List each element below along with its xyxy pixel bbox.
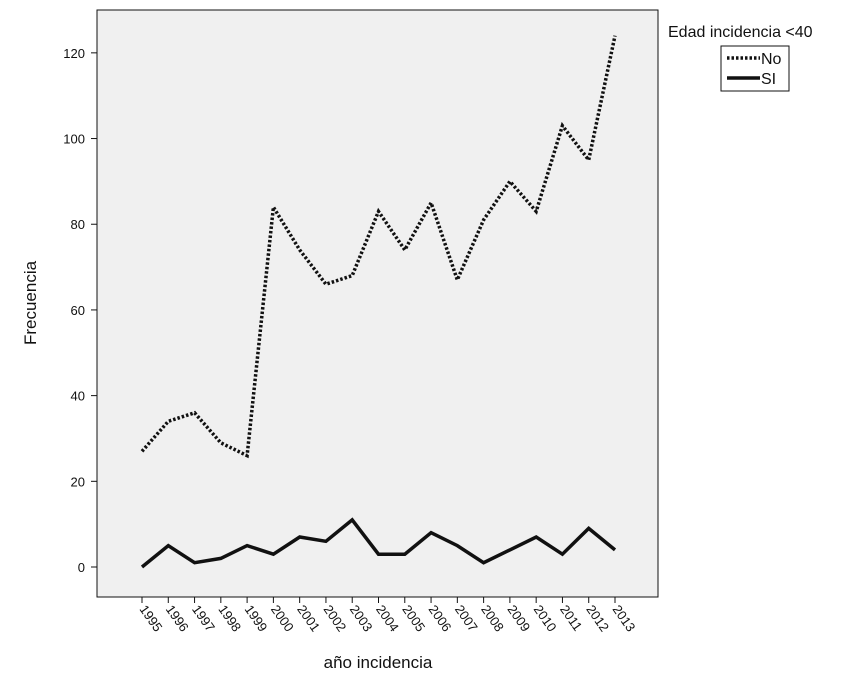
x-axis: 1995199619971998199920002001200220032004… [137, 597, 639, 634]
y-tick-label: 0 [78, 560, 85, 575]
legend-label-si: SI [761, 71, 776, 88]
legend-title: Edad incidencia <40 [668, 24, 813, 41]
series-lines [140, 35, 617, 569]
legend-box [720, 45, 790, 92]
x-tick-label: 2003 [347, 602, 376, 634]
x-tick-label: 1997 [189, 602, 218, 634]
y-tick-label: 60 [71, 303, 85, 318]
y-tick-label: 80 [71, 217, 85, 232]
x-tick-label: 2008 [478, 602, 507, 634]
legend-label-no: No [761, 51, 782, 68]
legend-items: No SI [727, 51, 782, 88]
legend: Edad incidencia <40 No SI [668, 24, 813, 92]
x-tick-label: 2010 [531, 602, 560, 634]
y-tick-label: 40 [71, 389, 85, 404]
x-tick-label: 2011 [557, 602, 585, 634]
x-tick-label: 1999 [242, 602, 271, 634]
y-axis-title: Frecuencia [21, 260, 40, 345]
x-tick-label: 2004 [373, 602, 402, 634]
x-tick-label: 2013 [610, 602, 639, 634]
y-axis: 0 20 40 60 80 100 120 [63, 46, 97, 575]
plot-area [96, 9, 659, 598]
x-tick-label: 2000 [268, 602, 297, 634]
x-tick-label: 2005 [399, 602, 428, 634]
x-axis-title: año incidencia [324, 653, 433, 672]
series-line-si [140, 517, 617, 569]
series-line-no [140, 35, 617, 459]
y-tick-label: 120 [63, 46, 85, 61]
y-tick-label: 100 [63, 132, 85, 147]
y-tick-label: 20 [71, 474, 85, 489]
x-tick-label: 2007 [452, 602, 481, 634]
x-tick-label: 2002 [320, 602, 349, 634]
x-tick-label: 2001 [294, 602, 323, 634]
x-tick-label: 1995 [137, 602, 166, 634]
x-tick-label: 1996 [163, 602, 192, 634]
x-tick-label: 1998 [215, 602, 244, 634]
x-tick-label: 2006 [426, 602, 455, 634]
x-tick-label: 2009 [504, 602, 533, 634]
x-tick-label: 2012 [583, 602, 612, 634]
